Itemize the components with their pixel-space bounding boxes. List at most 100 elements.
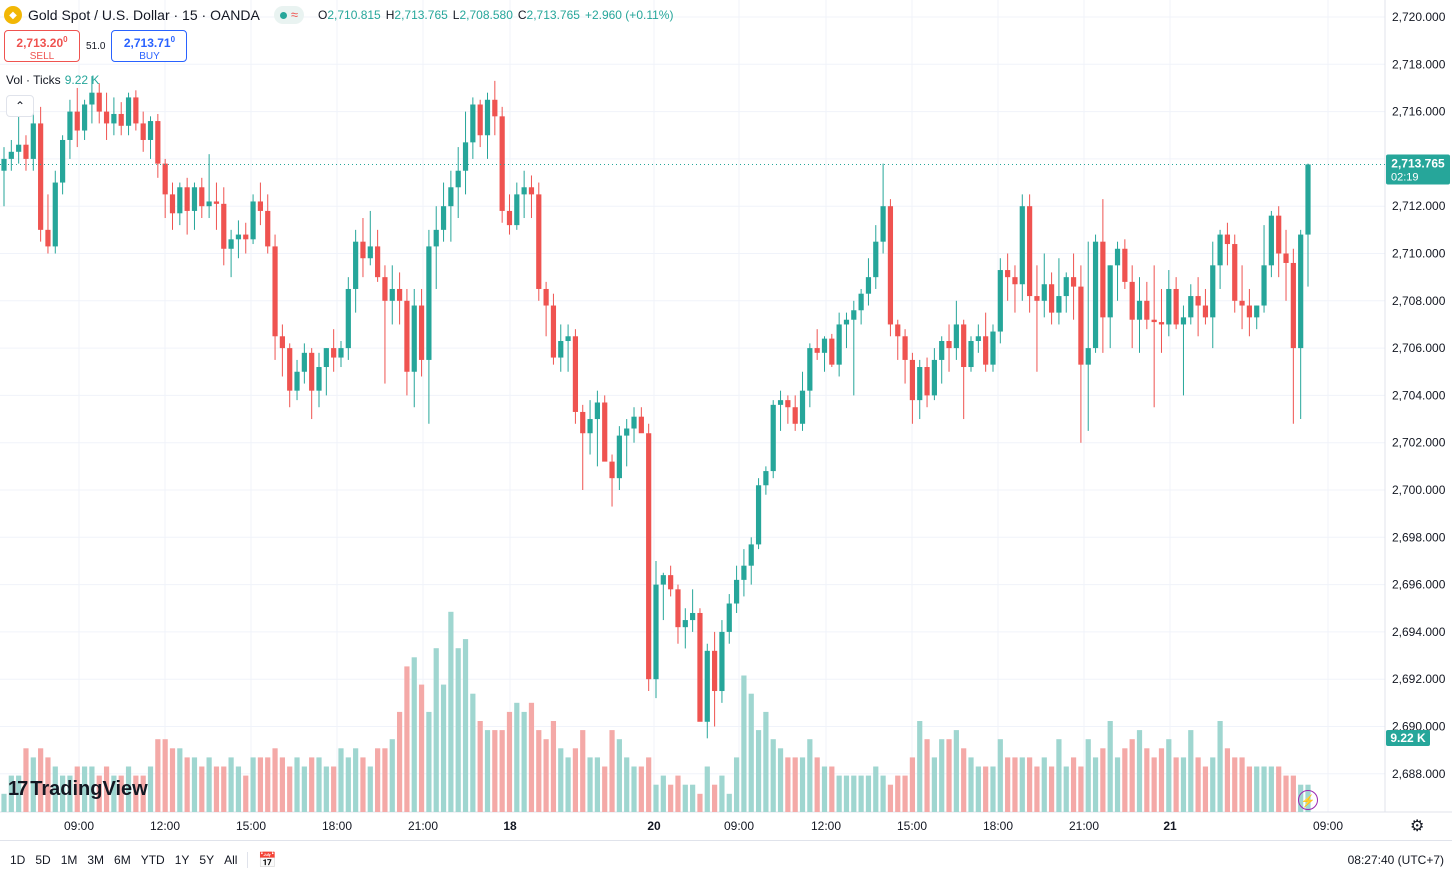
buy-button[interactable]: 2,713.710 BUY <box>111 30 188 62</box>
candle <box>169 194 176 214</box>
volume-bar <box>184 757 190 812</box>
volume-bar <box>506 711 513 812</box>
candle <box>587 419 593 434</box>
volume-bar <box>265 757 271 812</box>
last-price-tag[interactable] <box>1386 154 1450 185</box>
range-1d[interactable]: 1D <box>10 852 26 867</box>
price-axis-label: 2,708.000 <box>1392 294 1446 308</box>
collapse-legend-button[interactable]: ⌃ <box>6 95 34 117</box>
candle <box>550 305 557 358</box>
time-axis-label: 18:00 <box>322 819 352 833</box>
candle <box>1136 300 1143 320</box>
volume-bar <box>38 748 44 812</box>
candle <box>309 352 315 391</box>
price-chart[interactable]: 2,720.0002,718.0002,716.0002,714.0002,71… <box>0 0 1452 840</box>
volume-bar <box>895 775 901 812</box>
candle <box>16 144 22 152</box>
candle <box>785 400 791 408</box>
candle <box>272 246 278 337</box>
candle <box>543 288 549 306</box>
candle <box>96 92 102 112</box>
symbol-title[interactable]: Gold Spot / U.S. Dollar · 15 · OANDA <box>28 7 260 23</box>
candle <box>997 270 1003 332</box>
volume-bar <box>243 775 249 812</box>
range-3m[interactable]: 3M <box>87 852 105 867</box>
candle <box>624 428 630 436</box>
candle <box>60 139 66 183</box>
candle <box>23 144 29 159</box>
candle <box>111 113 117 124</box>
gear-icon[interactable]: ⚙ <box>1410 818 1425 835</box>
candle <box>682 620 688 628</box>
chevron-up-icon: ⌃ <box>14 99 26 113</box>
candle <box>594 402 600 420</box>
candle <box>792 407 798 424</box>
candle <box>887 206 894 325</box>
range-6m[interactable]: 6M <box>114 852 131 867</box>
candle <box>1298 234 1304 349</box>
lightning-icon[interactable]: ⚡ <box>1298 790 1318 810</box>
volume-bar <box>1217 721 1223 812</box>
volume-bar <box>821 766 828 812</box>
calendar-goto-icon[interactable]: 📅 <box>258 851 278 869</box>
candle <box>770 404 776 472</box>
volume-bar <box>8 775 14 812</box>
gold-coin-icon: ◆ <box>4 6 22 24</box>
volume-bar <box>67 775 73 812</box>
volume-bar <box>799 757 806 812</box>
range-ytd[interactable]: YTD <box>140 852 165 867</box>
candle <box>1224 234 1231 245</box>
range-1m[interactable]: 1M <box>60 852 78 867</box>
volume-bar <box>1100 748 1106 812</box>
volume-bar <box>81 766 88 812</box>
candle <box>1239 300 1245 306</box>
range-1y[interactable]: 1Y <box>174 852 190 867</box>
candle <box>580 411 586 434</box>
candle <box>851 310 857 320</box>
candle <box>1092 241 1099 349</box>
volume-bar <box>396 711 403 812</box>
candle <box>843 319 850 325</box>
candle <box>477 104 483 136</box>
volume-indicator-legend[interactable]: Vol · Ticks 9.22 K <box>6 73 100 87</box>
candle <box>1107 265 1113 318</box>
volume-bar <box>1188 730 1194 812</box>
candle <box>675 589 681 628</box>
volume-bar <box>1283 775 1289 812</box>
volume-bar <box>887 784 894 812</box>
candle <box>353 241 359 289</box>
volume-bar <box>418 684 425 812</box>
volume-bar <box>331 766 337 812</box>
candle <box>147 121 154 140</box>
price-axis-label: 2,706.000 <box>1392 341 1446 355</box>
volume-bar <box>565 757 571 812</box>
volume-bar <box>1210 757 1216 812</box>
clock[interactable]: 08:27:40 (UTC+7) <box>1347 852 1444 867</box>
range-5y[interactable]: 5Y <box>199 852 215 867</box>
market-status-pill[interactable]: ≈ <box>273 6 304 24</box>
volume-bar <box>1195 757 1201 812</box>
tradingview-logo[interactable]: 17 TradingView <box>8 778 148 800</box>
candle <box>382 277 388 301</box>
price-axis-label: 2,704.000 <box>1392 388 1446 402</box>
volume-bar <box>316 757 322 812</box>
range-5d[interactable]: 5D <box>35 852 51 867</box>
sell-button[interactable]: 2,713.200 SELL <box>4 30 80 62</box>
volume-bar <box>411 657 417 812</box>
candle <box>221 203 227 249</box>
candle <box>199 187 205 207</box>
volume-bar <box>616 739 622 812</box>
price-axis-label: 2,694.000 <box>1392 625 1446 639</box>
range-all[interactable]: All <box>224 852 238 867</box>
volume-bar <box>521 711 527 812</box>
candle <box>1173 288 1179 325</box>
candle <box>499 116 505 211</box>
volume-bar <box>360 757 366 812</box>
volume-bar <box>1114 757 1121 812</box>
volume-bar <box>1173 757 1179 812</box>
volume-bar <box>89 766 95 812</box>
volume-bar <box>440 684 447 812</box>
price-axis-label: 2,712.000 <box>1392 199 1446 213</box>
volume-bar <box>558 748 564 812</box>
volume-bar <box>345 757 351 812</box>
